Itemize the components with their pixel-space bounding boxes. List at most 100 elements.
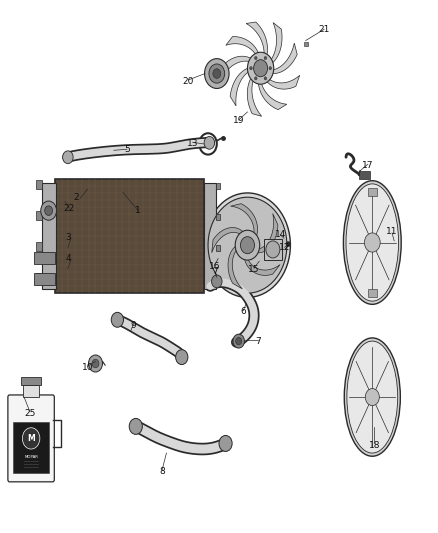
Circle shape	[264, 56, 267, 60]
Polygon shape	[222, 56, 254, 78]
Circle shape	[205, 59, 229, 88]
Polygon shape	[265, 75, 300, 89]
Bar	[368, 188, 377, 196]
Circle shape	[88, 355, 102, 372]
Circle shape	[176, 350, 188, 365]
Bar	[13, 422, 49, 473]
Circle shape	[205, 193, 290, 297]
Circle shape	[22, 427, 40, 449]
Circle shape	[204, 136, 215, 149]
Polygon shape	[230, 204, 258, 237]
Circle shape	[286, 241, 290, 247]
Text: 9: 9	[131, 321, 137, 329]
Text: 21: 21	[318, 25, 330, 34]
Circle shape	[111, 312, 124, 327]
Text: 5: 5	[124, 145, 130, 154]
Text: 3: 3	[65, 233, 71, 241]
Polygon shape	[244, 258, 280, 276]
Polygon shape	[246, 22, 268, 59]
Text: MOPAR: MOPAR	[24, 455, 38, 458]
Bar	[21, 377, 42, 385]
Text: 17: 17	[362, 161, 374, 169]
Polygon shape	[212, 228, 244, 253]
Bar	[23, 385, 39, 397]
Bar	[34, 273, 55, 285]
Circle shape	[41, 201, 57, 220]
Text: ─────────: ─────────	[24, 460, 39, 464]
Bar	[36, 180, 42, 189]
Text: 14: 14	[275, 230, 286, 239]
Circle shape	[266, 241, 280, 258]
Circle shape	[254, 60, 268, 77]
Bar	[359, 171, 370, 179]
Circle shape	[247, 52, 274, 84]
Bar	[368, 289, 377, 297]
Text: 20: 20	[183, 77, 194, 85]
Circle shape	[236, 337, 242, 345]
Circle shape	[45, 206, 53, 215]
Polygon shape	[257, 214, 278, 253]
Circle shape	[364, 233, 380, 252]
Text: 18: 18	[369, 441, 380, 449]
Bar	[204, 183, 216, 289]
Text: 11: 11	[386, 228, 398, 236]
Bar	[216, 214, 220, 220]
Circle shape	[250, 67, 252, 70]
Circle shape	[233, 334, 244, 348]
Text: 4: 4	[65, 254, 71, 263]
Bar	[34, 252, 55, 264]
Text: 7: 7	[255, 337, 261, 345]
Text: 1: 1	[135, 206, 141, 215]
Text: 19: 19	[233, 117, 244, 125]
Bar	[36, 273, 42, 282]
Circle shape	[129, 418, 142, 434]
Circle shape	[235, 230, 260, 260]
Circle shape	[208, 197, 287, 293]
Circle shape	[269, 67, 272, 70]
Bar	[216, 276, 220, 282]
Circle shape	[212, 275, 222, 288]
Text: 15: 15	[248, 265, 260, 273]
Polygon shape	[269, 22, 282, 65]
Text: 7: 7	[212, 268, 218, 276]
Text: 6: 6	[240, 308, 246, 316]
Circle shape	[63, 151, 73, 164]
Bar	[42, 183, 56, 289]
Bar	[216, 245, 220, 252]
Circle shape	[254, 56, 257, 60]
Bar	[36, 242, 42, 252]
Polygon shape	[269, 43, 297, 74]
Text: 22: 22	[64, 205, 75, 213]
Bar	[36, 211, 42, 220]
Ellipse shape	[344, 338, 400, 456]
Circle shape	[219, 435, 232, 451]
Bar	[55, 179, 204, 293]
Circle shape	[213, 69, 221, 78]
Text: 16: 16	[209, 262, 220, 271]
Text: M: M	[27, 434, 35, 443]
Circle shape	[254, 77, 257, 80]
Text: ─────────: ─────────	[24, 464, 39, 467]
Ellipse shape	[343, 181, 401, 304]
Text: ─────────: ─────────	[24, 466, 39, 470]
Circle shape	[264, 77, 267, 80]
Ellipse shape	[346, 184, 399, 301]
Circle shape	[92, 359, 99, 368]
Bar	[216, 183, 220, 189]
Text: 13: 13	[187, 140, 198, 148]
Text: 10: 10	[82, 364, 93, 372]
Ellipse shape	[347, 341, 398, 453]
Text: 12: 12	[279, 244, 290, 252]
Text: 2: 2	[74, 193, 79, 201]
Polygon shape	[228, 246, 242, 289]
Text: 25: 25	[24, 409, 35, 417]
Bar	[264, 239, 282, 260]
Polygon shape	[247, 75, 261, 116]
Circle shape	[209, 64, 225, 83]
Polygon shape	[226, 37, 260, 57]
Circle shape	[240, 237, 254, 254]
Polygon shape	[230, 67, 251, 106]
Circle shape	[365, 389, 379, 406]
Polygon shape	[258, 79, 287, 110]
Text: 8: 8	[159, 467, 165, 476]
